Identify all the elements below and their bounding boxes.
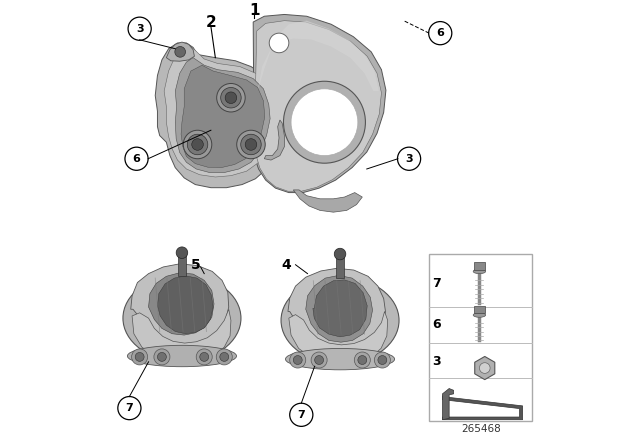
Text: 3: 3 [405,154,413,164]
Polygon shape [289,311,388,364]
Text: 5: 5 [191,258,200,272]
Circle shape [334,248,346,260]
Circle shape [290,403,313,426]
Polygon shape [253,14,386,193]
Polygon shape [293,190,362,212]
Text: 6: 6 [132,154,140,164]
Text: 3: 3 [136,24,143,34]
Polygon shape [148,273,214,335]
Circle shape [175,47,186,57]
Polygon shape [475,357,495,379]
Circle shape [311,352,327,368]
Circle shape [245,139,257,150]
Polygon shape [288,268,385,350]
Ellipse shape [127,345,237,367]
Circle shape [157,353,166,362]
Bar [179,254,186,276]
Circle shape [479,363,490,373]
Text: 6: 6 [436,28,444,38]
Bar [429,254,532,421]
Ellipse shape [285,349,395,370]
Circle shape [358,356,367,365]
Text: 7: 7 [432,277,441,290]
Polygon shape [164,47,276,177]
Circle shape [125,147,148,170]
Circle shape [397,147,420,170]
Circle shape [225,92,237,103]
Text: 7: 7 [125,403,133,413]
Circle shape [355,352,371,368]
Circle shape [192,139,204,150]
Text: 3: 3 [433,355,441,368]
Circle shape [221,87,241,108]
Polygon shape [255,21,381,191]
Text: 6: 6 [433,319,441,332]
Circle shape [291,89,358,155]
Polygon shape [132,309,231,363]
Text: 2: 2 [205,14,216,30]
Circle shape [374,352,390,368]
Circle shape [188,134,208,155]
Circle shape [378,356,387,365]
Circle shape [200,353,209,362]
Polygon shape [442,394,523,420]
Polygon shape [175,58,270,172]
Circle shape [216,349,232,365]
Circle shape [220,353,228,362]
Circle shape [293,356,302,365]
Circle shape [290,352,306,368]
Polygon shape [264,120,284,160]
Circle shape [315,356,324,365]
Text: 1: 1 [249,3,259,17]
Ellipse shape [123,275,241,362]
Polygon shape [166,42,195,61]
Polygon shape [157,276,213,334]
Bar [337,256,344,278]
Ellipse shape [281,277,399,364]
Circle shape [154,349,170,365]
Ellipse shape [473,269,486,274]
Polygon shape [313,280,367,337]
Circle shape [183,130,212,159]
Circle shape [135,353,144,362]
Circle shape [176,247,188,258]
Circle shape [241,134,261,155]
Circle shape [118,396,141,420]
Circle shape [196,349,212,365]
Polygon shape [236,128,255,154]
Circle shape [132,349,148,365]
Circle shape [128,17,151,40]
FancyBboxPatch shape [474,306,485,313]
Circle shape [237,130,265,159]
Circle shape [217,83,245,112]
Polygon shape [156,43,282,188]
Circle shape [269,33,289,53]
Text: 265468: 265468 [461,424,501,434]
Polygon shape [442,388,454,420]
Polygon shape [306,276,372,342]
Polygon shape [181,65,265,168]
Polygon shape [131,264,228,345]
Ellipse shape [473,313,486,317]
FancyBboxPatch shape [474,262,485,270]
Circle shape [429,22,452,45]
Text: 4: 4 [282,258,291,272]
Circle shape [284,81,365,163]
Polygon shape [258,21,379,91]
Text: 7: 7 [298,410,305,420]
